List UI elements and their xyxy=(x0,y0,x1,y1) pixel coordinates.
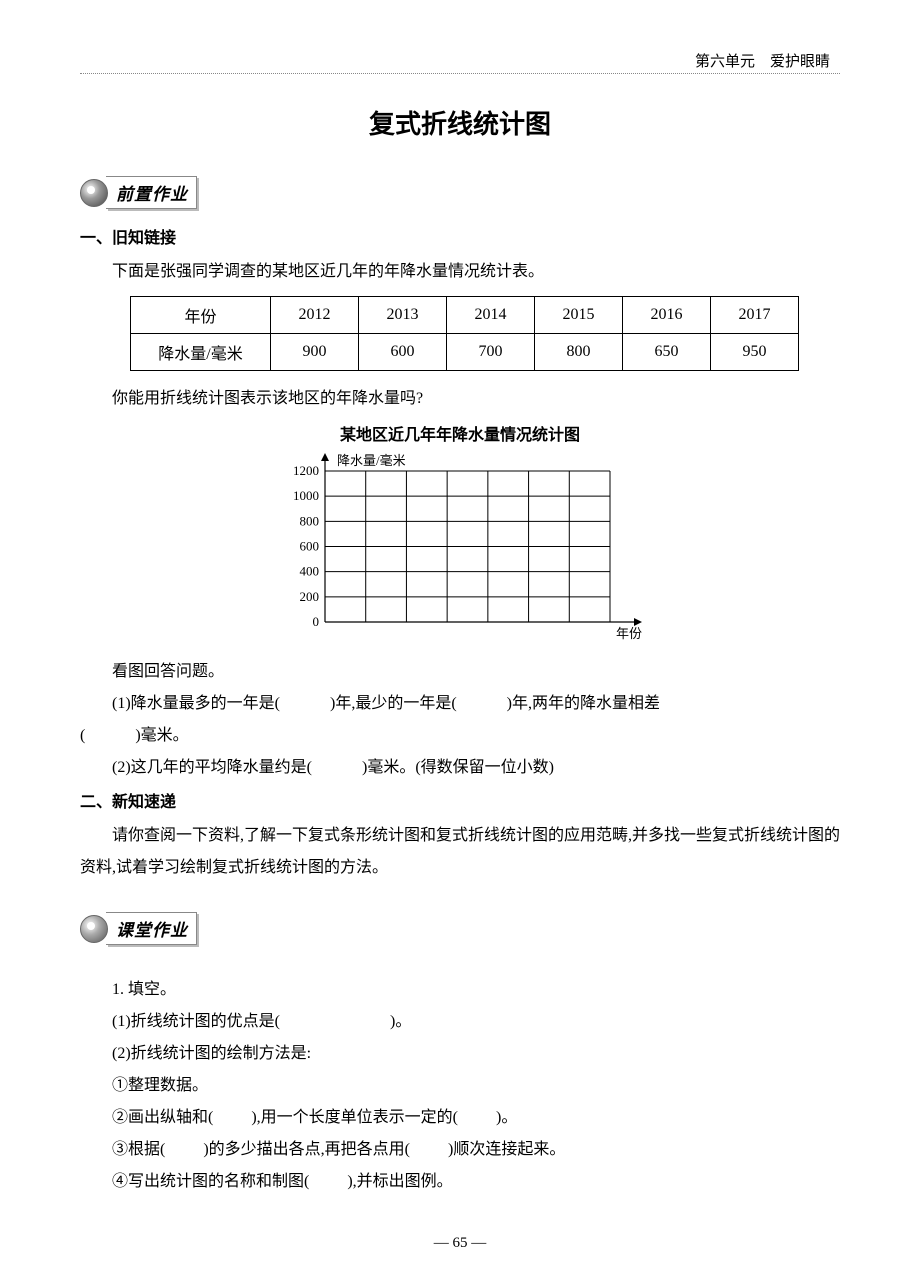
divider-top xyxy=(80,73,840,74)
sec3-s3: ③根据( )的多少描出各点,再把各点用( )顺次连接起来。 xyxy=(80,1134,840,1166)
svg-text:0: 0 xyxy=(313,614,320,629)
cell-year: 2014 xyxy=(447,297,535,334)
cell-year: 2015 xyxy=(535,297,623,334)
q1-part: )年,两年的降水量相差 xyxy=(507,695,660,712)
sec2-text: 请你查阅一下资料,了解一下复式条形统计图和复式折线统计图的应用范畴,并多找一些复… xyxy=(80,820,840,884)
s2-part: )。 xyxy=(496,1109,517,1126)
s3-part: )顺次连接起来。 xyxy=(448,1141,565,1158)
badge-classwork: 课堂作业 xyxy=(80,912,197,945)
unit-header: 第六单元 爱护眼睛 xyxy=(80,50,840,71)
th-rain: 降水量/毫米 xyxy=(131,334,271,371)
s3-part: ③根据( xyxy=(112,1141,165,1158)
sec1-q1: (1)降水量最多的一年是( )年,最少的一年是( )年,两年的降水量相差 xyxy=(80,688,840,720)
page-title: 复式折线统计图 xyxy=(80,104,840,141)
sec3-p2: (2)折线统计图的绘制方法是: xyxy=(80,1038,840,1070)
cell-year: 2016 xyxy=(623,297,711,334)
sec1-q1b: ( )毫米。 xyxy=(80,720,840,752)
q2-part: (2)这几年的平均降水量约是( xyxy=(112,759,312,776)
svg-text:400: 400 xyxy=(300,564,320,579)
sec3-s1: ①整理数据。 xyxy=(80,1070,840,1102)
sec1-ask: 你能用折线统计图表示该地区的年降水量吗? xyxy=(80,383,840,415)
th-year: 年份 xyxy=(131,297,271,334)
cell-rain: 950 xyxy=(711,334,799,371)
svg-text:年份: 年份 xyxy=(616,626,642,641)
rainfall-table: 年份 2012 2013 2014 2015 2016 2017 降水量/毫米 … xyxy=(130,296,799,371)
cell-year: 2012 xyxy=(271,297,359,334)
cell-year: 2013 xyxy=(359,297,447,334)
q1-part: ( xyxy=(80,727,85,744)
page-number: — 65 — xyxy=(0,1235,920,1252)
q2-part: )毫米。(得数保留一位小数) xyxy=(362,759,554,776)
badge-prework: 前置作业 xyxy=(80,176,197,209)
sec3-p1: (1)折线统计图的优点是( )。 xyxy=(80,1006,840,1038)
cell-year: 2017 xyxy=(711,297,799,334)
cell-rain: 700 xyxy=(447,334,535,371)
chart-title: 某地区近几年年降水量情况统计图 xyxy=(80,421,840,445)
heading-sec1: 一、旧知链接 xyxy=(80,224,840,248)
p1-part: (1)折线统计图的优点是( xyxy=(112,1013,280,1030)
svg-text:降水量/毫米: 降水量/毫米 xyxy=(337,453,406,468)
cell-rain: 800 xyxy=(535,334,623,371)
table-row: 年份 2012 2013 2014 2015 2016 2017 xyxy=(131,297,799,334)
svg-text:200: 200 xyxy=(300,589,320,604)
s2-part: ②画出纵轴和( xyxy=(112,1109,213,1126)
s4-part: ),并标出图例。 xyxy=(347,1173,452,1190)
blank-chart: 降水量/毫米 0 200 400 600 800 1000 1200 年份 xyxy=(80,449,840,644)
s4-part: ④写出统计图的名称和制图( xyxy=(112,1173,309,1190)
svg-text:600: 600 xyxy=(300,539,320,554)
badge-prework-label: 前置作业 xyxy=(106,176,197,209)
s3-part: )的多少描出各点,再把各点用( xyxy=(203,1141,410,1158)
q1-part: )年,最少的一年是( xyxy=(330,695,457,712)
sec2-body: 请你查阅一下资料,了解一下复式条形统计图和复式折线统计图的应用范畴,并多找一些复… xyxy=(80,827,840,876)
svg-text:1200: 1200 xyxy=(293,463,319,478)
sec3-q1: 1. 填空。 xyxy=(80,974,840,1006)
cell-rain: 600 xyxy=(359,334,447,371)
s2-part: ),用一个长度单位表示一定的( xyxy=(251,1109,458,1126)
cell-rain: 650 xyxy=(623,334,711,371)
svg-text:1000: 1000 xyxy=(293,488,319,503)
pencil-circle-icon xyxy=(80,179,108,207)
q1-part: (1)降水量最多的一年是( xyxy=(112,695,280,712)
sec1-look: 看图回答问题。 xyxy=(80,656,840,688)
p1-part: )。 xyxy=(390,1013,411,1030)
sec1-q2: (2)这几年的平均降水量约是( )毫米。(得数保留一位小数) xyxy=(80,752,840,784)
badge-classwork-label: 课堂作业 xyxy=(106,912,197,945)
sec3-s2: ②画出纵轴和( ),用一个长度单位表示一定的( )。 xyxy=(80,1102,840,1134)
heading-sec2: 二、新知速递 xyxy=(80,788,840,812)
play-circle-icon xyxy=(80,915,108,943)
sec3-s4: ④写出统计图的名称和制图( ),并标出图例。 xyxy=(80,1166,840,1198)
table-row: 降水量/毫米 900 600 700 800 650 950 xyxy=(131,334,799,371)
q1-part: )毫米。 xyxy=(135,727,188,744)
chart-svg: 降水量/毫米 0 200 400 600 800 1000 1200 年份 xyxy=(260,449,660,644)
sec1-intro: 下面是张强同学调查的某地区近几年的年降水量情况统计表。 xyxy=(80,256,840,288)
cell-rain: 900 xyxy=(271,334,359,371)
svg-text:800: 800 xyxy=(300,513,320,528)
